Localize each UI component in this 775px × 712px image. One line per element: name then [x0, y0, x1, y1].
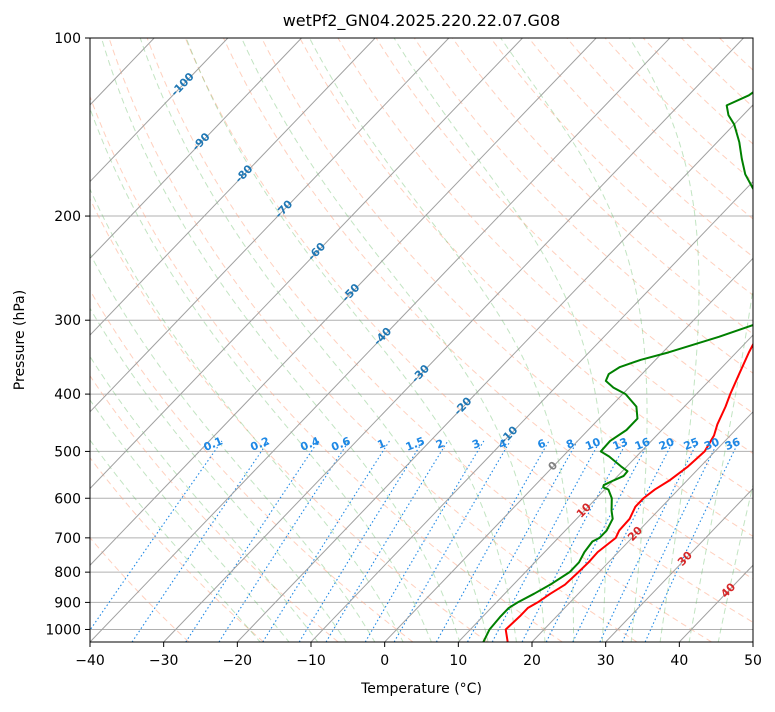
x-tick-label: 30 — [597, 653, 615, 669]
temperature-profile-line — [504, 342, 753, 642]
mixing-ratio-line — [435, 440, 550, 642]
isotherm-line — [90, 38, 597, 566]
mixing-ratio-label: 2 — [434, 437, 446, 452]
dry-adiabat-line — [146, 38, 712, 642]
isotherm-line — [90, 38, 376, 336]
moist-adiabat-line — [185, 38, 517, 642]
dry-adiabat-line — [413, 38, 753, 374]
moist-adiabat-line — [90, 439, 261, 642]
y-tick-label: 100 — [54, 31, 81, 47]
mixing-ratio-label: 13 — [611, 435, 630, 453]
y-axis-title: Pressure (hPa) — [12, 290, 28, 390]
mixing-ratio-label: 36 — [723, 435, 742, 453]
y-tick-label: 1000 — [45, 622, 81, 638]
isotherm-line — [90, 38, 302, 260]
mixing-ratio-label: 25 — [682, 435, 701, 453]
mixing-ratio-line — [298, 440, 424, 642]
x-tick-label: −30 — [149, 653, 179, 669]
mixing-ratio-line — [90, 440, 223, 632]
moist-adiabat-line — [90, 107, 432, 642]
mixing-ratio-line — [262, 440, 390, 642]
y-tick-label: 900 — [54, 595, 81, 611]
moist-adiabat-line — [629, 38, 700, 642]
mixing-ratio-line — [364, 440, 485, 642]
y-tick-label: 800 — [54, 565, 81, 581]
plot-frame — [89, 37, 754, 643]
moist-adiabat-line — [139, 38, 489, 642]
moist-adiabat-line — [90, 307, 347, 642]
y-tick-label: 300 — [54, 313, 81, 329]
mixing-ratio-label: 3 — [470, 437, 482, 452]
isotherm-line — [163, 38, 744, 642]
x-tick-label: 20 — [523, 653, 541, 669]
isotherm-line — [90, 38, 450, 413]
plot-area — [90, 38, 753, 642]
mixing-ratio-label: 16 — [633, 435, 652, 453]
moist-adiabat-line — [100, 38, 461, 642]
x-tick-label: 40 — [670, 653, 688, 669]
mixing-ratio-label: 30 — [702, 435, 721, 453]
y-tick-label: 200 — [54, 209, 81, 225]
dry-adiabat-line — [299, 38, 753, 496]
mixing-ratio-label: 1 — [375, 437, 387, 452]
isotherm-line — [605, 487, 753, 642]
mixing-ratio-line — [185, 440, 319, 642]
moist-adiabat-line — [90, 399, 290, 642]
isotherm-line — [90, 38, 229, 183]
isotherm-line — [90, 38, 671, 642]
dry-adiabat-line — [490, 38, 753, 296]
mixing-ratio-line — [218, 440, 350, 642]
mixing-ratio-layer — [90, 440, 740, 642]
dry-adiabat-line — [90, 197, 488, 642]
mixing-ratio-line — [131, 440, 270, 642]
isotherm-line — [236, 104, 753, 642]
mixing-ratio-label: 10 — [583, 435, 602, 453]
isotherm-line — [310, 180, 753, 642]
profile-series-layer — [482, 91, 753, 642]
x-tick-label: −40 — [75, 653, 105, 669]
x-tick-label: −10 — [296, 653, 326, 669]
mixing-ratio-label: 8 — [564, 437, 576, 452]
moist-adiabat-line — [90, 252, 376, 642]
moist-adiabat-line — [688, 285, 753, 642]
grid-layer — [90, 38, 753, 630]
mixing-ratio-line — [467, 440, 578, 642]
dry-adiabat-line — [90, 95, 563, 642]
dry-adiabat-line — [108, 38, 638, 642]
y-tick-label: 700 — [54, 531, 81, 547]
isotherms-layer — [90, 38, 753, 642]
y-tick-label: 600 — [54, 491, 81, 507]
mixing-ratio-line — [545, 440, 650, 642]
dry-adiabat-line — [184, 38, 753, 623]
moist-adiabats-layer — [90, 38, 753, 642]
isotherm-line — [90, 38, 523, 490]
x-axis-title: Temperature (°C) — [360, 681, 482, 697]
moist-adiabat-line — [90, 355, 319, 642]
x-tick-label: 50 — [744, 653, 762, 669]
moist-adiabat-line — [717, 483, 753, 642]
isotherm-line — [531, 411, 753, 642]
x-tick-label: 0 — [380, 653, 389, 669]
moist-adiabat-line — [241, 38, 546, 642]
axes-layer: −40 −30 −20 −10 0 10 20 30 40 50 1000 900 800 700 600 5… — [45, 31, 762, 669]
y-tick-label: 500 — [54, 444, 81, 460]
dry-adiabat-line — [375, 38, 753, 414]
isotherm-line — [384, 257, 753, 642]
dry-adiabat-line — [452, 38, 753, 335]
y-tick-label: 400 — [54, 387, 81, 403]
mixing-ratio-line — [572, 440, 674, 642]
moist-adiabat-line — [308, 38, 575, 642]
mixing-ratio-label: 20 — [657, 435, 676, 453]
dewpoint-profile-line — [482, 91, 753, 642]
x-tick-label: 10 — [449, 653, 467, 669]
moist-adiabat-line — [500, 38, 648, 642]
mixing-ratio-line — [644, 440, 740, 642]
chart-title: wetPf2_GN04.2025.220.22.07.G08 — [283, 11, 561, 31]
x-tick-label: −20 — [223, 653, 253, 669]
isotherm-line — [457, 334, 753, 642]
mixing-ratio-line — [325, 440, 449, 642]
dry-adiabat-line — [90, 456, 264, 642]
